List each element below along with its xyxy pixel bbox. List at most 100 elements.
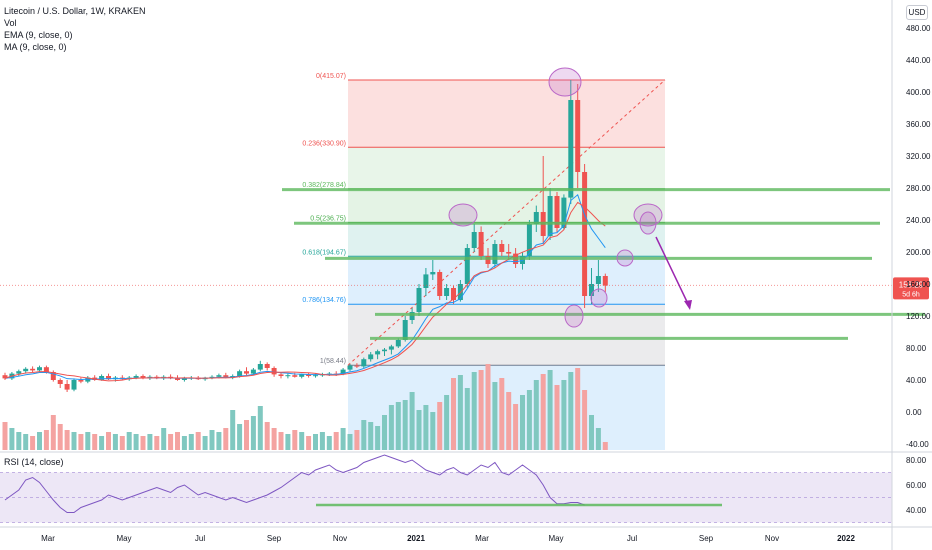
fib-trend-line	[347, 79, 666, 366]
volume-bar	[520, 395, 525, 450]
candle-body	[589, 284, 594, 296]
fib-zone	[348, 147, 665, 189]
volume-bar	[444, 395, 450, 450]
time-tick-label: Mar	[475, 534, 489, 543]
volume-bar	[416, 410, 422, 450]
candle-body	[50, 372, 56, 380]
fib-zone	[348, 79, 665, 148]
rsi-tick-label: 40.00	[906, 506, 927, 515]
ma-line	[4, 201, 606, 382]
candle-body	[451, 288, 456, 300]
indicator-ma[interactable]: MA (9, close, 0)	[4, 42, 67, 52]
chart-legend: Litecoin / U.S. Dollar, 1W, KRAKEN Vol E…	[4, 5, 146, 53]
candle-body	[499, 244, 505, 252]
candle-body	[409, 312, 415, 320]
volume-bar	[437, 402, 443, 450]
volume-bar	[264, 422, 270, 450]
price-tick-label: 280.00	[906, 184, 931, 193]
symbol-title[interactable]: Litecoin / U.S. Dollar, 1W, KRAKEN	[4, 6, 146, 16]
fibonacci-retracement[interactable]: 0(415.07) 0.236(330.90) 0.382(278.84) 0.5(2…	[302, 73, 666, 450]
price-tick-label: 240.00	[906, 216, 931, 225]
volume-bar	[354, 430, 360, 450]
volume-bar	[71, 432, 77, 450]
last-price-value: 158.29	[899, 280, 924, 289]
volume-bar	[485, 364, 491, 450]
time-tick-label: Jul	[627, 534, 637, 543]
time-tick-label: May	[548, 534, 563, 543]
volume-bar	[478, 370, 484, 450]
volume-bar	[547, 370, 553, 450]
candle-body	[388, 346, 394, 350]
volume-bar	[202, 436, 208, 450]
fib-level-label: 0.786(134.76)	[302, 297, 346, 304]
volume-bars	[2, 364, 608, 450]
volume-bar	[306, 436, 312, 450]
candle-body	[181, 378, 187, 380]
volume-bar	[175, 432, 180, 450]
candle-body	[354, 365, 360, 367]
candle-body	[106, 376, 111, 380]
indicator-vol[interactable]: Vol	[4, 18, 17, 28]
volume-bar	[106, 432, 111, 450]
time-tick-label: May	[116, 534, 131, 543]
price-tick-label: 0.00	[906, 408, 922, 417]
candle-body	[375, 351, 381, 355]
volume-bar	[526, 390, 532, 450]
candle-body	[595, 276, 601, 284]
volume-bar	[209, 430, 215, 450]
volume-bar	[499, 378, 505, 450]
volume-bar	[326, 436, 332, 450]
volume-bar	[319, 432, 325, 450]
rsi-panel[interactable]	[0, 454, 892, 523]
volume-bar	[582, 390, 588, 450]
time-tick-label: Mar	[41, 534, 55, 543]
candle-body	[464, 248, 470, 284]
candle-body	[582, 172, 588, 296]
candle-body	[561, 197, 567, 228]
candle-body	[37, 367, 42, 371]
volume-bar	[188, 434, 194, 450]
candle-body	[478, 232, 484, 256]
time-tick-label: Nov	[765, 534, 779, 543]
candle-body	[285, 375, 291, 377]
indicator-ema[interactable]: EMA (9, close, 0)	[4, 30, 73, 40]
volume-bar	[471, 372, 477, 450]
candle-body	[471, 232, 477, 248]
volume-bar	[181, 436, 187, 450]
fib-level-label: 1(58.44)	[320, 358, 346, 365]
volume-bar	[561, 380, 567, 450]
candle-body	[554, 196, 560, 228]
candle-body	[568, 100, 574, 198]
bar-countdown: 5d 6h	[902, 291, 920, 298]
candle-body	[209, 376, 215, 378]
price-tick-label: 480.00	[906, 24, 931, 33]
volume-bar	[119, 436, 125, 450]
currency-button[interactable]: USD	[906, 5, 928, 20]
price-tick-label: 320.00	[906, 152, 931, 161]
volume-bar	[430, 412, 436, 450]
candle-body	[492, 244, 498, 264]
highlight-ellipse	[548, 67, 582, 97]
highlight-ellipse	[639, 211, 657, 235]
arrow-head	[684, 300, 692, 310]
volume-bar	[112, 434, 118, 450]
rsi-label[interactable]: RSI (14, close)	[4, 457, 64, 467]
candle-body	[244, 371, 249, 374]
volume-bar	[237, 424, 243, 450]
candle-body	[85, 377, 91, 382]
volume-bar	[9, 428, 15, 450]
volume-bar	[506, 392, 512, 450]
candle-body	[416, 288, 422, 312]
volume-bar	[333, 432, 339, 450]
volume-bar	[299, 432, 305, 450]
candle-body	[237, 371, 243, 376]
price-tick-label: 80.00	[906, 344, 927, 353]
price-tick-label: -40.00	[906, 440, 929, 449]
drawings[interactable]: 158.29 5d 6h	[0, 67, 929, 340]
volume-bar	[451, 378, 456, 450]
volume-bar	[244, 420, 249, 450]
rsi-line	[4, 454, 585, 513]
time-tick-label: Sep	[267, 534, 282, 543]
candle-body	[340, 369, 346, 375]
